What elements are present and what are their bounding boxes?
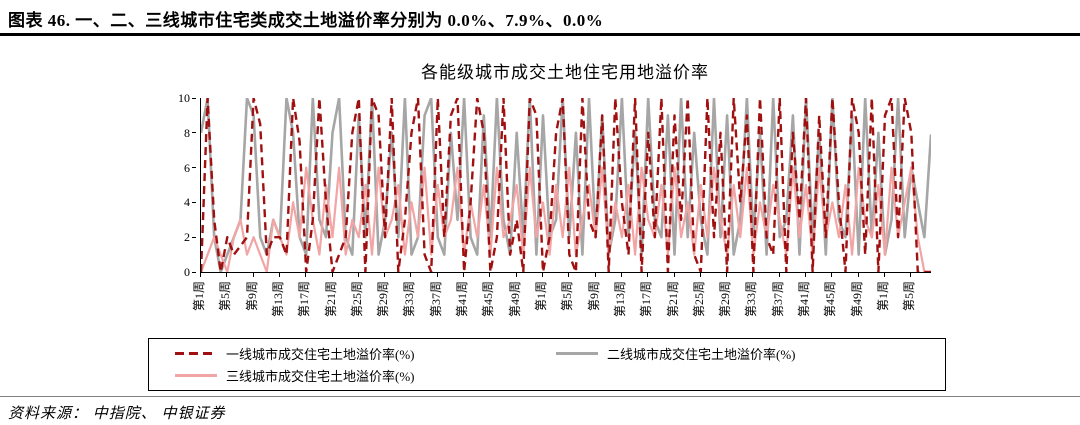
x-tick-label: 第45周 bbox=[823, 281, 838, 318]
x-tick-mark bbox=[226, 273, 228, 277]
x-tick-label: 第37周 bbox=[428, 281, 443, 318]
legend-item-1: 一线城市成交住宅土地溢价率(%) bbox=[175, 344, 556, 363]
x-tick-mark bbox=[726, 273, 728, 277]
legend-line-marker bbox=[175, 374, 217, 377]
x-tick-label: 第33周 bbox=[402, 281, 417, 318]
y-tick-mark bbox=[192, 271, 196, 273]
legend-label: 二线城市成交住宅土地溢价率(%) bbox=[607, 347, 796, 362]
figure-caption: 图表 46. 一、二、三线城市住宅类成交土地溢价率分别为 0.0%、7.9%、0… bbox=[8, 11, 604, 30]
y-axis: 0 2 4 6 8 10 bbox=[150, 92, 196, 278]
x-tick-label: 第21周 bbox=[323, 281, 338, 318]
x-tick-mark bbox=[463, 273, 465, 277]
x-tick-label: 第5周 bbox=[902, 281, 917, 312]
x-tick-mark bbox=[357, 273, 359, 277]
x-tick-mark bbox=[752, 273, 754, 277]
x-tick-mark bbox=[594, 273, 596, 277]
legend-line-marker bbox=[556, 352, 598, 355]
legend-item-3: 三线城市成交住宅土地溢价率(%) bbox=[175, 366, 556, 385]
y-tick-mark bbox=[192, 236, 196, 238]
x-tick-mark bbox=[305, 273, 307, 277]
chart-title: 各能级城市成交土地住宅用地溢价率 bbox=[421, 63, 709, 82]
x-tick-label: 第33周 bbox=[744, 281, 759, 318]
x-tick-label: 第29周 bbox=[718, 281, 733, 318]
x-tick-mark bbox=[515, 273, 517, 277]
x-tick-label: 第5周 bbox=[218, 281, 233, 312]
y-tick-mark bbox=[192, 97, 196, 99]
x-tick-mark bbox=[857, 273, 859, 277]
x-tick-label: 第9周 bbox=[244, 281, 259, 312]
y-tick-label: 6 bbox=[184, 160, 190, 175]
x-tick-mark bbox=[831, 273, 833, 277]
x-tick-mark bbox=[489, 273, 491, 277]
legend: 一线城市成交住宅土地溢价率(%) 二线城市成交住宅土地溢价率(%) 三线城市成交住宅… bbox=[148, 338, 946, 391]
legend-item-2: 二线城市成交住宅土地溢价率(%) bbox=[556, 344, 937, 363]
chart-lines-svg bbox=[201, 98, 931, 272]
x-tick-label: 第25周 bbox=[349, 281, 364, 318]
x-tick-label: 第13周 bbox=[612, 281, 627, 318]
y-tick-label: 0 bbox=[184, 265, 190, 279]
x-tick-label: 第21周 bbox=[665, 281, 680, 318]
x-tick-mark bbox=[252, 273, 254, 277]
x-tick-mark bbox=[384, 273, 386, 277]
y-tick-mark bbox=[192, 201, 196, 203]
x-tick-label: 第13周 bbox=[270, 281, 285, 318]
x-tick-mark bbox=[541, 273, 543, 277]
header-divider bbox=[0, 33, 1080, 36]
series-line-1 bbox=[201, 98, 931, 272]
x-tick-label: 第5周 bbox=[560, 281, 575, 312]
x-tick-mark bbox=[778, 273, 780, 277]
x-axis: 第1周 第5周 第9周 第13周 第17周 第21周 第25周 第29周 第33周 第37周 第41… bbox=[192, 273, 930, 337]
x-tick-label: 第49周 bbox=[507, 281, 522, 318]
x-tick-mark bbox=[200, 273, 201, 277]
legend-line-marker bbox=[175, 352, 217, 355]
x-tick-label: 第37周 bbox=[770, 281, 785, 318]
x-tick-mark bbox=[410, 273, 412, 277]
x-tick-label: 第49周 bbox=[849, 281, 864, 318]
legend-label: 三线城市成交住宅土地溢价率(%) bbox=[226, 369, 415, 384]
x-tick-label: 第1周 bbox=[192, 281, 206, 312]
source-note: 资料来源： 中指院、 中银证券 bbox=[8, 406, 226, 422]
x-tick-mark bbox=[436, 273, 438, 277]
x-tick-mark bbox=[699, 273, 701, 277]
x-tick-mark bbox=[278, 273, 280, 277]
x-tick-label: 第9周 bbox=[586, 281, 601, 312]
y-tick-label: 8 bbox=[184, 125, 190, 140]
x-tick-label: 第17周 bbox=[297, 281, 312, 318]
x-tick-label: 第41周 bbox=[797, 281, 812, 318]
x-tick-mark bbox=[883, 273, 885, 277]
x-tick-mark bbox=[673, 273, 675, 277]
legend-label: 一线城市成交住宅土地溢价率(%) bbox=[226, 347, 415, 362]
y-tick-label: 10 bbox=[178, 91, 190, 105]
x-tick-mark bbox=[805, 273, 807, 277]
x-tick-label: 第45周 bbox=[481, 281, 496, 318]
y-tick-label: 2 bbox=[184, 230, 190, 245]
x-tick-label: 第25周 bbox=[691, 281, 706, 318]
footer-divider bbox=[0, 396, 1080, 397]
y-tick-mark bbox=[192, 167, 196, 169]
x-tick-label: 第29周 bbox=[376, 281, 391, 318]
x-tick-mark bbox=[647, 273, 649, 277]
x-tick-label: 第1周 bbox=[533, 281, 548, 312]
x-tick-label: 第1周 bbox=[875, 281, 890, 312]
y-tick-label: 4 bbox=[184, 195, 190, 210]
x-tick-label: 第17周 bbox=[639, 281, 654, 318]
x-tick-label: 第41周 bbox=[455, 281, 470, 318]
plot-canvas bbox=[200, 98, 931, 273]
x-tick-mark bbox=[620, 273, 622, 277]
x-tick-mark bbox=[910, 273, 912, 277]
y-tick-mark bbox=[192, 132, 196, 134]
x-tick-mark bbox=[331, 273, 333, 277]
x-tick-mark bbox=[568, 273, 570, 277]
